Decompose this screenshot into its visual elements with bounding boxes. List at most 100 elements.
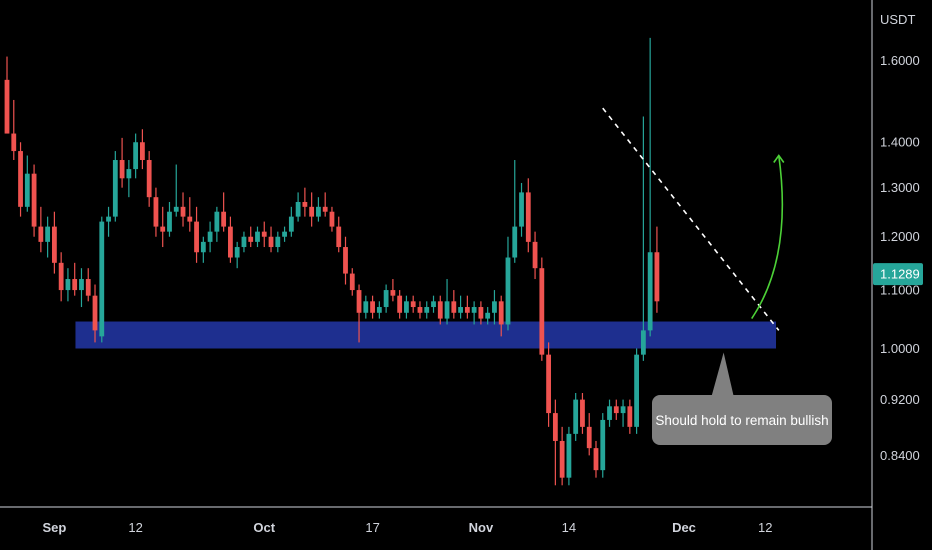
candle-body [410,301,416,308]
candle [532,231,538,280]
candle-body [539,268,545,355]
candle [140,129,145,170]
candle-body [140,142,145,161]
y-tick-label: 1.2000 [880,229,920,244]
candle [255,226,260,248]
candle-body [173,206,179,212]
support-zone-layer [75,321,777,349]
last-price-badge [873,263,923,286]
arrow-head-icon [773,154,785,163]
x-tick-label: Oct [253,520,275,535]
candle-body [573,399,579,434]
x-tick-label: 14 [562,520,576,535]
candle-body [437,301,443,319]
candle-body [45,226,51,242]
candle-body [133,142,139,170]
y-tick-label: 1.6000 [880,53,920,68]
candle-body [228,226,233,258]
candle-body [24,173,30,207]
candle-body [559,440,565,478]
candle [512,160,518,263]
candle [573,392,579,441]
candle [99,216,105,343]
candle-body [458,307,463,313]
candle [309,192,315,227]
trendline [602,107,780,331]
candle [18,142,23,217]
candle-body [431,301,436,308]
candle [322,192,328,217]
candle [207,221,213,253]
candle-body [275,236,281,248]
candle [275,231,281,253]
candle [634,348,640,434]
x-axis-ticks: Sep 12 Oct 17 Nov 14 Dec 12 [42,520,772,535]
projection-arrow [751,155,784,320]
candle-body [288,216,294,232]
candle [261,221,267,248]
candle-body [580,399,585,427]
candle [133,133,139,179]
x-tick-label: 12 [758,520,772,535]
candle-body [119,160,125,179]
candle [228,216,233,263]
candle [106,206,111,237]
candle-body [620,406,626,414]
candle-body [471,307,477,313]
candle-body [593,448,599,471]
candle-body [214,211,220,232]
callout-pointer [711,352,734,396]
candle [282,226,287,242]
annotation-callout: Should hold to remain bullish [652,352,832,445]
candle-body [146,160,152,198]
candle [478,301,484,325]
candle [119,137,125,188]
currency-label: USDT [880,12,915,27]
candle [424,301,430,319]
candle-body [613,406,619,414]
candle [458,295,463,319]
candle-body [356,290,362,313]
candle-body [241,236,247,248]
candle [566,426,572,486]
candle-body [492,301,497,313]
x-tick-label: Dec [672,520,696,535]
candle [234,241,240,269]
candle [45,216,51,258]
candle [410,295,416,313]
candle [24,155,30,212]
x-tick-label: 12 [128,520,142,535]
y-tick-label: 1.4000 [880,135,920,150]
candle [343,236,348,285]
candle [620,399,626,427]
candle-body [654,252,660,302]
y-tick-label: 0.9200 [880,392,920,407]
candle-body [58,262,64,291]
candle-body [424,307,430,313]
candle-body [363,301,369,313]
x-tick-label: Sep [42,520,66,535]
candle [546,342,551,427]
candle-body [586,426,592,449]
candle [451,290,457,319]
drawings-layer [602,107,785,331]
candle-body [600,419,606,471]
support-zone [75,321,777,349]
candle [38,206,44,253]
candle-body [607,406,612,420]
candle [85,268,91,302]
candle [444,279,450,325]
candle [654,226,660,313]
candle-body [532,241,538,269]
candle [167,201,172,237]
candle-body [221,211,227,227]
y-axis-ticks: 1.6000 1.4000 1.3000 1.2000 1.1000 1.0000 0.92… [880,53,920,463]
candle [65,268,71,302]
candle [288,206,294,237]
candle [525,178,531,253]
candle [492,290,497,325]
candle-body [65,279,71,291]
candle-body [498,301,504,325]
candle [613,399,619,420]
